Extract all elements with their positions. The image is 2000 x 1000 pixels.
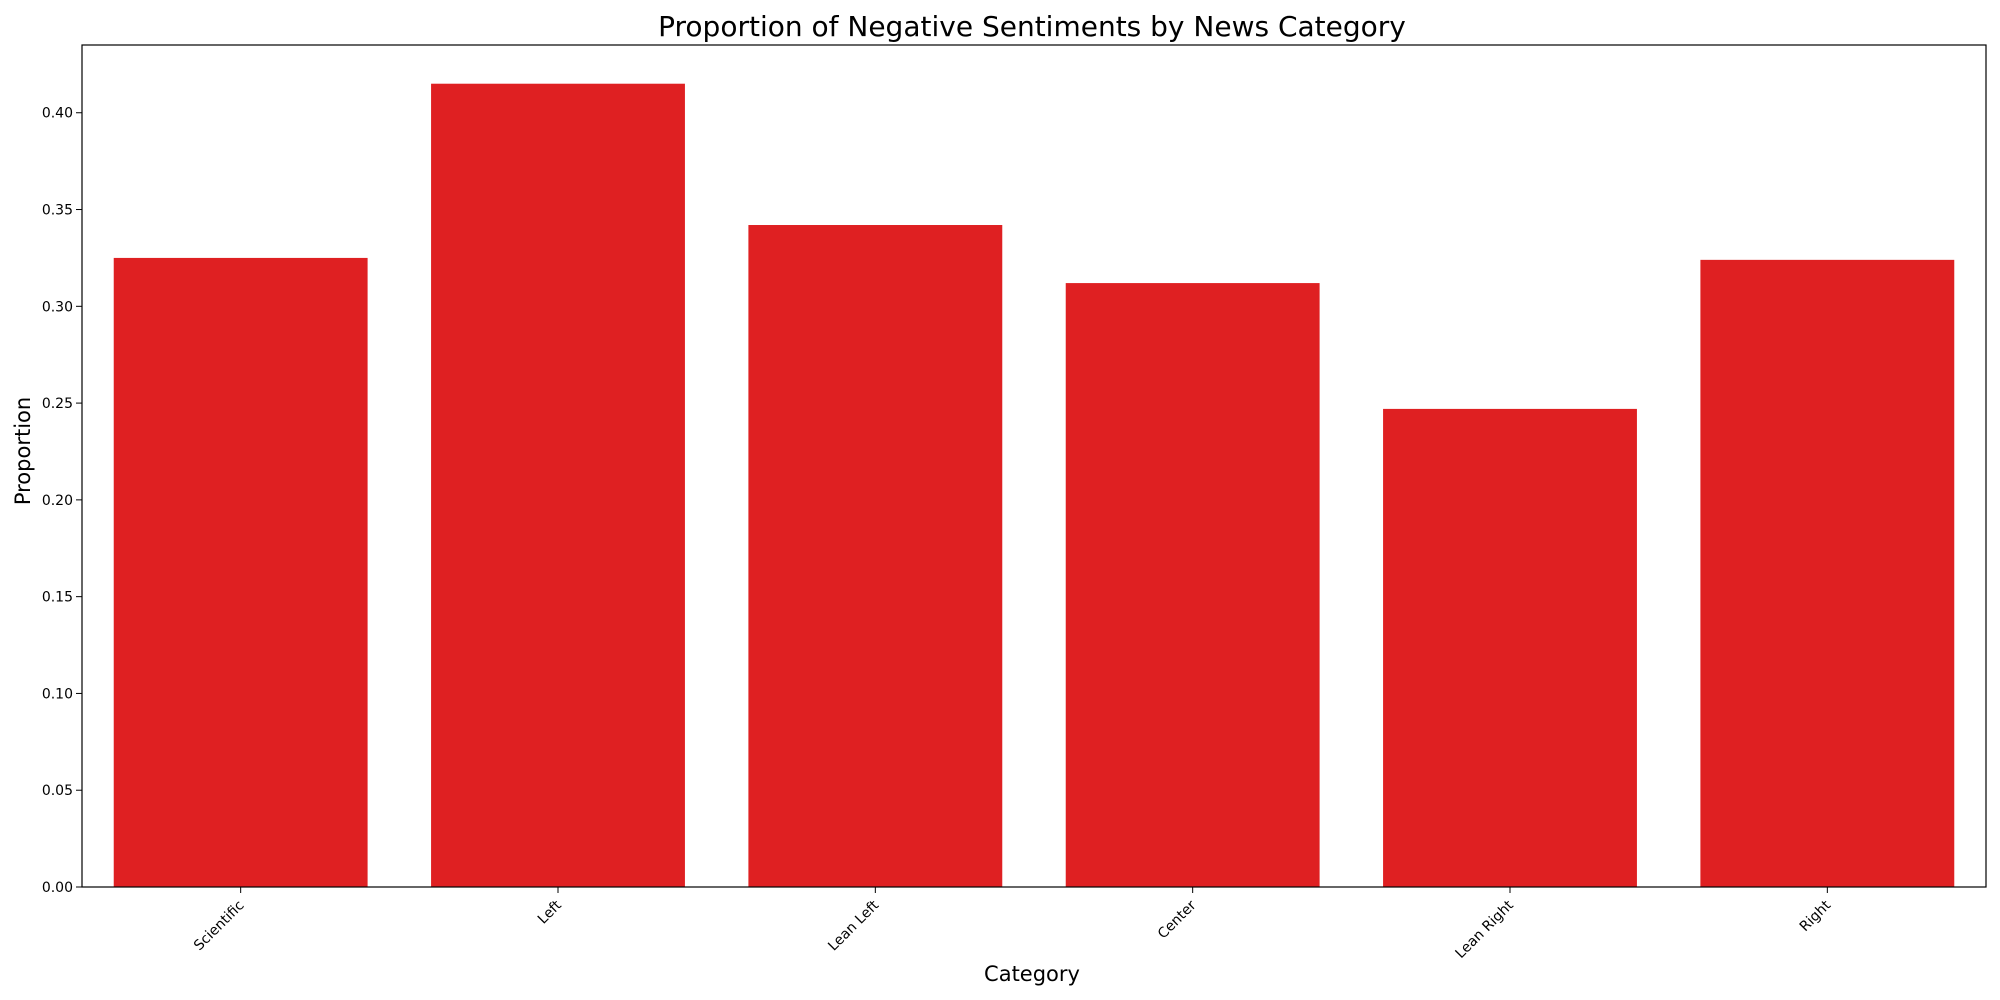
y-tick-label: 0.10 [42,686,73,702]
y-tick-label: 0.30 [42,299,73,315]
y-axis-label: Proportion [11,397,35,505]
x-tick-label: Lean Left [825,897,882,954]
x-axis-label: Category [984,962,1080,986]
x-tick-label: Right [1797,897,1835,935]
y-tick-label: 0.05 [42,783,73,799]
x-tick-label: Center [1155,897,1200,942]
y-tick-label: 0.00 [42,880,73,896]
y-tick-label: 0.15 [42,590,73,606]
plot-frame [81,44,1987,888]
y-tick-label: 0.40 [42,106,73,122]
x-axis: Scientific Left Lean Left Center Lean Right R… [191,887,1835,962]
x-tick-label: Lean Right [1453,897,1518,962]
chart-title: Proportion of Negative Sentiments by New… [658,10,1406,43]
bar-lean-left [748,225,1003,887]
y-tick-label: 0.35 [42,203,73,219]
bar-right [1700,259,1955,887]
bar-scientific [113,257,368,887]
x-tick-label: Left [535,897,565,927]
bars [113,83,1955,887]
bar-center [1065,283,1320,887]
bar-lean-right [1383,408,1637,887]
y-tick-label: 0.25 [42,396,73,412]
x-tick-label: Scientific [191,898,247,954]
y-tick-label: 0.20 [42,493,73,509]
y-axis: 0.00 0.05 0.10 0.15 0.20 0.25 0.30 0.35 0.40 [42,106,82,896]
bar-left [431,83,685,887]
